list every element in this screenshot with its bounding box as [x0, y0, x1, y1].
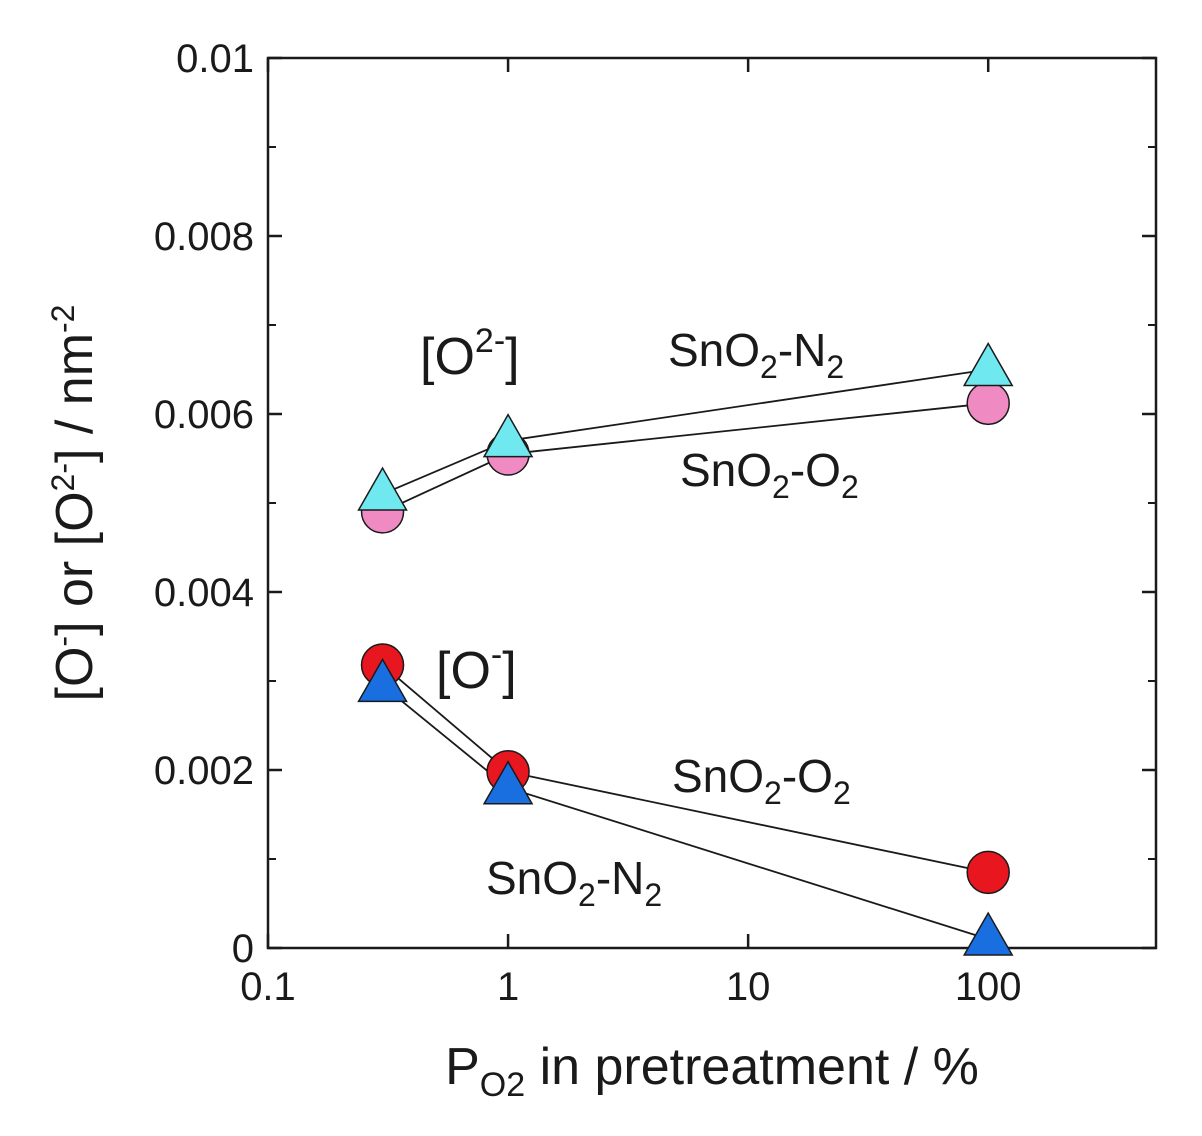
triangle-point: [962, 341, 1014, 387]
label-upper-sno2-o2: SnO2-O2: [680, 444, 859, 505]
label-lower-sno2-o2: SnO2-O2: [672, 750, 851, 811]
triangle-point: [357, 466, 408, 511]
x-tick-label: 0.1: [240, 965, 296, 1009]
y-tick-label: 0.008: [154, 215, 254, 259]
label-lower-sno2-n2: SnO2-N2: [486, 852, 662, 913]
y-tick-label: 0.01: [176, 37, 254, 81]
y-tick-label: 0: [232, 927, 254, 971]
circle-point: [966, 381, 1010, 426]
x-tick-label: 1: [497, 965, 519, 1009]
triangle-point: [962, 911, 1014, 956]
label-upper-sno2-n2: SnO2-N2: [668, 324, 844, 385]
triangle-point: [482, 413, 534, 458]
y-tick-label: 0.004: [154, 571, 254, 615]
y-axis-title: [O-] or [O2-] / nm-2: [45, 305, 104, 702]
x-axis-title: PO2 in pretreatment / %: [445, 1038, 979, 1104]
series-line: [381, 684, 989, 940]
o-group-label: [O-]: [436, 636, 517, 700]
x-tick-label: 100: [955, 965, 1022, 1009]
x-tick-label: 10: [726, 965, 771, 1009]
triangle-point: [357, 657, 408, 703]
series-markers: [357, 341, 1014, 956]
circle-point: [966, 850, 1010, 895]
y-tick-label: 0.002: [154, 749, 254, 793]
axis-ticks: 0 0.002 0.004 0.006 0.008 0.01 0.1 1 10 100: [154, 37, 1156, 1009]
y-tick-label: 0.006: [154, 393, 254, 437]
triangle-point: [482, 760, 534, 805]
o2-group-label: [O2-]: [420, 322, 520, 386]
